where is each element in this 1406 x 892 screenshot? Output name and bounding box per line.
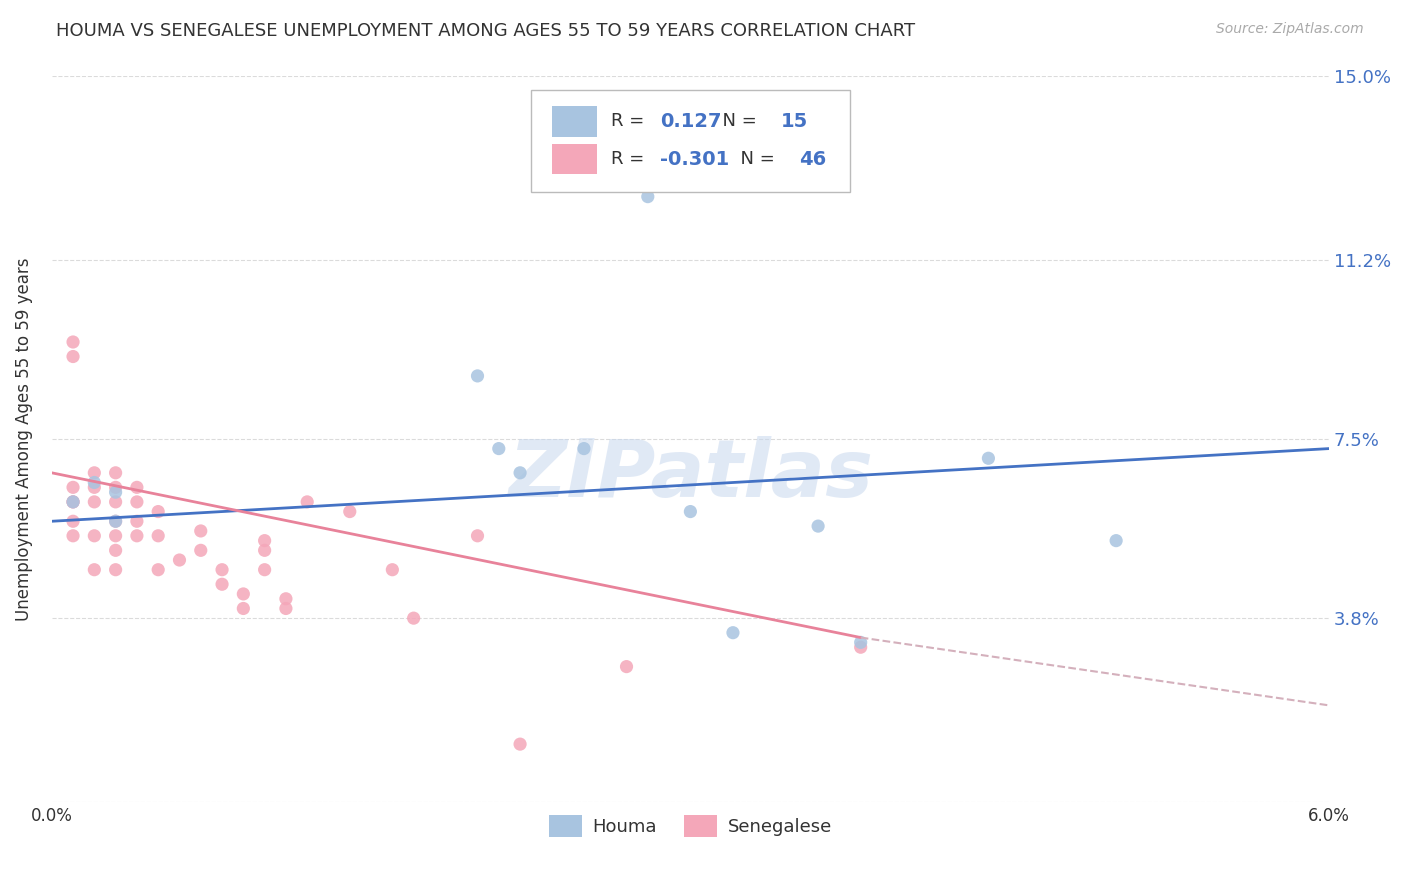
Point	[125, 480, 148, 494]
Text: Source: ZipAtlas.com: Source: ZipAtlas.com	[1216, 22, 1364, 37]
FancyBboxPatch shape	[553, 106, 598, 136]
Point	[679, 505, 702, 519]
Point	[211, 563, 233, 577]
Point	[274, 601, 297, 615]
Text: ZIPatlas: ZIPatlas	[508, 436, 873, 514]
Point	[190, 543, 212, 558]
Text: R =: R =	[612, 112, 650, 130]
Text: HOUMA VS SENEGALESE UNEMPLOYMENT AMONG AGES 55 TO 59 YEARS CORRELATION CHART: HOUMA VS SENEGALESE UNEMPLOYMENT AMONG A…	[56, 22, 915, 40]
Text: N =: N =	[728, 150, 780, 168]
Text: 0.127: 0.127	[659, 112, 721, 131]
Point	[849, 635, 872, 649]
Point	[62, 495, 84, 509]
Point	[977, 451, 1000, 466]
Point	[104, 514, 127, 528]
Legend: Houma, Senegalese: Houma, Senegalese	[541, 807, 839, 844]
Point	[125, 495, 148, 509]
Point	[104, 480, 127, 494]
Text: N =: N =	[711, 112, 762, 130]
Point	[104, 466, 127, 480]
Point	[83, 563, 105, 577]
Text: 15: 15	[782, 112, 808, 131]
Point	[253, 563, 276, 577]
Point	[104, 563, 127, 577]
Point	[62, 480, 84, 494]
Point	[104, 529, 127, 543]
Point	[104, 495, 127, 509]
Point	[62, 495, 84, 509]
Point	[211, 577, 233, 591]
Point	[148, 505, 170, 519]
Point	[509, 737, 531, 751]
Point	[572, 442, 595, 456]
Point	[509, 466, 531, 480]
Point	[62, 495, 84, 509]
Point	[467, 529, 489, 543]
Point	[83, 475, 105, 490]
Point	[807, 519, 830, 533]
Point	[295, 495, 318, 509]
Text: 46: 46	[799, 150, 827, 169]
FancyBboxPatch shape	[553, 144, 598, 174]
Point	[104, 514, 127, 528]
Text: -0.301: -0.301	[659, 150, 728, 169]
Point	[1105, 533, 1128, 548]
Point	[62, 514, 84, 528]
Point	[402, 611, 425, 625]
Point	[83, 466, 105, 480]
Point	[467, 368, 489, 383]
Text: R =: R =	[612, 150, 650, 168]
Point	[190, 524, 212, 538]
Point	[274, 591, 297, 606]
Point	[721, 625, 744, 640]
Point	[488, 442, 510, 456]
Point	[381, 563, 404, 577]
Point	[125, 529, 148, 543]
Point	[148, 563, 170, 577]
Point	[62, 350, 84, 364]
Point	[616, 659, 638, 673]
Point	[62, 334, 84, 349]
Point	[104, 485, 127, 500]
Point	[83, 480, 105, 494]
Point	[253, 543, 276, 558]
Point	[849, 640, 872, 655]
Point	[125, 514, 148, 528]
Point	[232, 601, 254, 615]
Point	[339, 505, 361, 519]
Point	[83, 495, 105, 509]
Point	[253, 533, 276, 548]
Point	[148, 529, 170, 543]
Y-axis label: Unemployment Among Ages 55 to 59 years: Unemployment Among Ages 55 to 59 years	[15, 257, 32, 621]
Point	[637, 189, 659, 203]
Point	[104, 543, 127, 558]
Point	[169, 553, 191, 567]
Point	[232, 587, 254, 601]
Point	[62, 529, 84, 543]
FancyBboxPatch shape	[530, 90, 851, 192]
Point	[83, 529, 105, 543]
